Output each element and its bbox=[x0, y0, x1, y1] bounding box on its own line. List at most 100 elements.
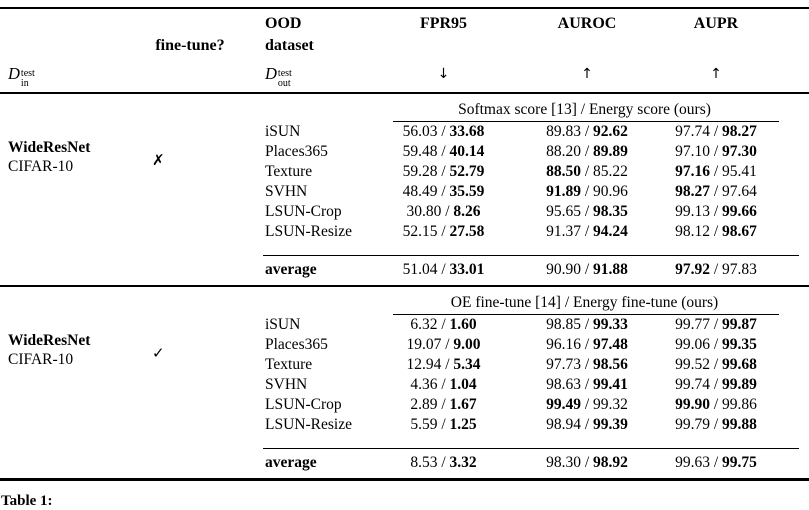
table-header: OOD FPR95 AUROC AUPR fine-tune? dataset … bbox=[0, 9, 809, 92]
paper-table-page: { "page": {"background": "#ffffff", "tex… bbox=[0, 7, 809, 509]
metric-value-cell: 51.04 / 33.01 bbox=[402, 261, 485, 278]
finetune-header: fine-tune? bbox=[155, 37, 225, 54]
col-header-auroc: AUROC bbox=[557, 15, 617, 32]
ood-dataset-label: iSUN bbox=[265, 316, 301, 333]
ood-header-line2: dataset bbox=[265, 37, 314, 54]
col-header-aupr: AUPR bbox=[693, 15, 739, 32]
average-rule bbox=[263, 255, 799, 256]
check-mark-icon: ✓ bbox=[152, 344, 165, 362]
ood-dataset-label: Texture bbox=[265, 356, 313, 373]
metric-value-cell: 91.37 / 94.24 bbox=[546, 223, 628, 240]
metric-value-cell: 52.15 / 27.58 bbox=[402, 223, 485, 240]
fpr95-down-arrow-icon: ↓ bbox=[437, 66, 450, 82]
ood-dataset-label: LSUN-Crop bbox=[265, 203, 342, 220]
ood-header-line1: OOD bbox=[265, 15, 302, 32]
metric-value-cell: 97.16 / 95.41 bbox=[675, 163, 757, 180]
metric-value-cell: 8.53 / 3.32 bbox=[410, 454, 477, 471]
average-rule bbox=[263, 448, 799, 449]
auroc-up-arrow-icon: ↑ bbox=[581, 66, 593, 82]
table-row: Places365 19.07 / 9.00 96.16 / 97.48 99.06 … bbox=[0, 335, 809, 355]
metric-value-cell: 98.85 / 99.33 bbox=[546, 316, 628, 333]
method-span-header: Softmax score [13] / Energy score (ours) bbox=[458, 101, 711, 118]
ood-dataset-label: LSUN-Resize bbox=[265, 223, 352, 240]
metric-value-cell: 99.13 / 99.66 bbox=[675, 203, 757, 220]
metric-value-cell: 56.03 / 33.68 bbox=[402, 123, 485, 140]
metric-value-cell: 98.63 / 99.41 bbox=[546, 376, 628, 393]
table-row: SVHN 4.36 / 1.04 98.63 / 99.41 99.74 / 99.8… bbox=[0, 375, 809, 395]
metric-value-cell: 99.49 / 99.32 bbox=[546, 396, 628, 413]
col-header-fpr95: FPR95 bbox=[419, 15, 468, 32]
metric-value-cell: 99.77 / 99.87 bbox=[675, 316, 757, 333]
table-row: iSUN 56.03 / 33.68 89.83 / 92.62 97.74 / 98… bbox=[0, 122, 809, 142]
metric-value-cell: 97.10 / 97.30 bbox=[675, 143, 757, 160]
table-row: LSUN-Crop 30.80 / 8.26 95.65 / 98.35 99.13 … bbox=[0, 202, 809, 222]
span-header-rule bbox=[393, 121, 779, 122]
top-rule bbox=[0, 7, 809, 9]
metric-value-cell: 5.59 / 1.25 bbox=[410, 416, 477, 433]
metric-value-cell: 95.65 / 98.35 bbox=[546, 203, 628, 220]
model-name: WideResNet bbox=[8, 139, 91, 156]
table-row: iSUN 6.32 / 1.60 98.85 / 99.33 99.77 / 99.8… bbox=[0, 315, 809, 335]
metric-value-cell: 12.94 / 5.34 bbox=[406, 356, 481, 373]
data-rows: iSUN 56.03 / 33.68 89.83 / 92.62 97.74 / 98… bbox=[0, 122, 809, 242]
metric-value-cell: 98.94 / 99.39 bbox=[546, 416, 628, 433]
metric-value-cell: 99.74 / 99.89 bbox=[675, 376, 757, 393]
metric-value-cell: 99.90 / 99.86 bbox=[675, 396, 757, 413]
caption-fragment: Table 1: bbox=[1, 493, 53, 509]
metric-value-cell: 2.89 / 1.67 bbox=[410, 396, 477, 413]
table-row: LSUN-Resize 5.59 / 1.25 98.94 / 99.39 99.79… bbox=[0, 415, 809, 435]
metric-value-cell: 98.12 / 98.67 bbox=[675, 223, 757, 240]
block-finetune: OE fine-tune [14] / Energy fine-tune (ou… bbox=[0, 287, 809, 478]
metric-value-cell: 99.63 / 99.75 bbox=[675, 454, 757, 471]
dataset-name: CIFAR-10 bbox=[8, 351, 74, 368]
ood-dataset-label: LSUN-Crop bbox=[265, 396, 342, 413]
metric-value-cell: 90.90 / 91.88 bbox=[546, 261, 628, 278]
aupr-up-arrow-icon: ↑ bbox=[710, 66, 722, 82]
metric-value-cell: 88.50 / 85.22 bbox=[546, 163, 628, 180]
metric-value-cell: 6.32 / 1.60 bbox=[410, 316, 477, 333]
model-label: WideResNet CIFAR-10 bbox=[8, 138, 90, 176]
metric-value-cell: 91.89 / 90.96 bbox=[546, 183, 628, 200]
average-label: average bbox=[265, 261, 317, 278]
metric-value-cell: 98.30 / 98.92 bbox=[546, 454, 628, 471]
block-separator-rule bbox=[0, 285, 809, 287]
average-row: average 8.53 / 3.32 98.30 / 98.92 99.63 / … bbox=[0, 449, 809, 475]
ood-dataset-label: SVHN bbox=[265, 376, 308, 393]
ood-dataset-label: Texture bbox=[265, 163, 313, 180]
table-row: Places365 59.48 / 40.14 88.20 / 89.89 97.10… bbox=[0, 142, 809, 162]
ood-dataset-label: Places365 bbox=[265, 336, 328, 353]
average-row: average 51.04 / 33.01 90.90 / 91.88 97.92 … bbox=[0, 256, 809, 282]
metric-value-cell: 59.48 / 40.14 bbox=[402, 143, 485, 160]
metric-value-cell: 30.80 / 8.26 bbox=[406, 203, 481, 220]
table-row: LSUN-Crop 2.89 / 1.67 99.49 / 99.32 99.90 /… bbox=[0, 395, 809, 415]
metric-value-cell: 99.79 / 99.88 bbox=[675, 416, 757, 433]
ood-dataset-label: iSUN bbox=[265, 123, 301, 140]
data-rows: iSUN 6.32 / 1.60 98.85 / 99.33 99.77 / 99.8… bbox=[0, 315, 809, 435]
metric-value-cell: 97.74 / 98.27 bbox=[675, 123, 757, 140]
model-name: WideResNet bbox=[8, 332, 91, 349]
table-row: Texture 59.28 / 52.79 88.50 / 85.22 97.16 /… bbox=[0, 162, 809, 182]
dataset-name: CIFAR-10 bbox=[8, 158, 74, 175]
metric-value-cell: 88.20 / 89.89 bbox=[546, 143, 628, 160]
metric-value-cell: 99.52 / 99.68 bbox=[675, 356, 757, 373]
metric-value-cell: 98.27 / 97.64 bbox=[675, 183, 757, 200]
metric-value-cell: 48.49 / 35.59 bbox=[402, 183, 485, 200]
metric-value-cell: 19.07 / 9.00 bbox=[406, 336, 481, 353]
method-span-header: OE fine-tune [14] / Energy fine-tune (ou… bbox=[450, 294, 719, 311]
ood-dataset-label: SVHN bbox=[265, 183, 308, 200]
metric-value-cell: 97.73 / 98.56 bbox=[546, 356, 628, 373]
ood-dataset-label: Places365 bbox=[265, 143, 328, 160]
cross-mark-icon: ✗ bbox=[152, 151, 165, 169]
block-no-finetune: Softmax score [13] / Energy score (ours)… bbox=[0, 94, 809, 285]
table-row: LSUN-Resize 52.15 / 27.58 91.37 / 94.24 98.… bbox=[0, 222, 809, 242]
bottom-rule bbox=[0, 478, 809, 481]
table-row: SVHN 48.49 / 35.59 91.89 / 90.96 98.27 / 97… bbox=[0, 182, 809, 202]
average-label: average bbox=[265, 454, 317, 471]
table-row: Texture 12.94 / 5.34 97.73 / 98.56 99.52 / … bbox=[0, 355, 809, 375]
metric-value-cell: 99.06 / 99.35 bbox=[675, 336, 757, 353]
metric-value-cell: 96.16 / 97.48 bbox=[546, 336, 628, 353]
metric-value-cell: 89.83 / 92.62 bbox=[546, 123, 628, 140]
metric-value-cell: 97.92 / 97.83 bbox=[675, 261, 757, 278]
